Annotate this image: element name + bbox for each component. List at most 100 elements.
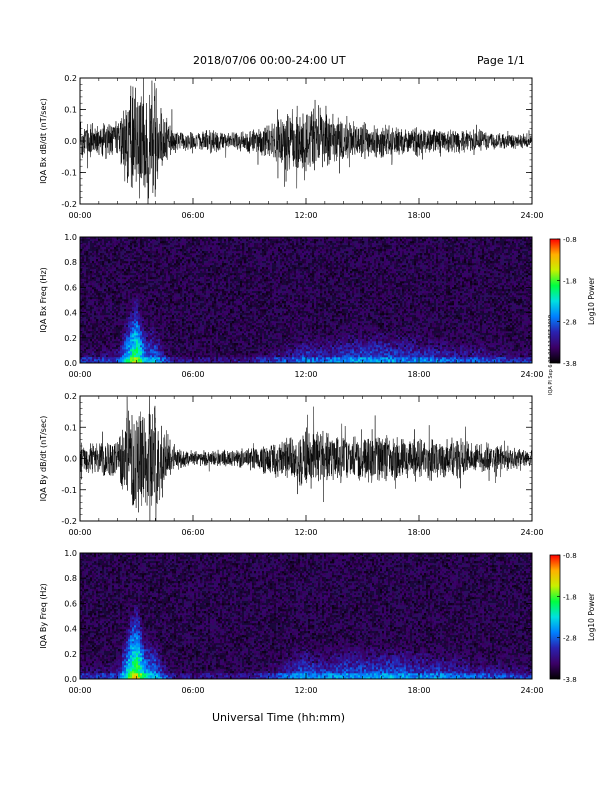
spectrogram-cell [256,259,259,262]
spectrogram-cell [102,361,105,364]
spectrogram-cell [210,345,213,348]
spectrogram-cell [322,327,325,330]
spectrogram-cell [288,361,291,364]
spectrogram-cell [284,293,287,296]
spectrogram-cell [176,285,179,288]
spectrogram-cell [114,239,117,242]
spectrogram-cell [226,343,229,346]
spectrogram-cell [328,269,331,272]
spectrogram-cell [292,271,295,274]
spectrogram-cell [232,257,235,260]
spectrogram-cell [288,327,291,330]
spectrogram-cell [128,313,131,316]
spectrogram-cell [278,293,281,296]
spectrogram-cell [234,357,237,360]
spectrogram-cell [224,301,227,304]
spectrogram-cell [242,333,245,336]
spectrogram-cell [170,259,173,262]
spectrogram-cell [132,293,135,296]
spectrogram-cell [116,361,119,364]
spectrogram-cell [220,237,223,240]
spectrogram-cell [82,315,85,318]
spectrogram-cell [174,273,177,276]
spectrogram-cell [122,333,125,336]
spectrogram-cell [274,351,277,354]
spectrogram-cell [102,277,105,280]
spectrogram-cell [244,261,247,264]
spectrogram-cell [140,359,143,362]
spectrogram-cell [240,285,243,288]
spectrogram-cell [164,325,167,328]
spectrogram-cell [224,277,227,280]
spectrogram-cell [298,331,301,334]
spectrogram-cell [192,269,195,272]
spectrogram-cell [292,279,295,282]
spectrogram-cell [82,357,85,360]
spectrogram-cell [294,279,297,282]
spectrogram-cell [288,239,291,242]
spectrogram-cell [290,355,293,358]
spectrogram-cell [244,307,247,310]
spectrogram-cell [140,345,143,348]
spectrogram-cell [308,253,311,256]
spectrogram-cell [230,265,233,268]
spectrogram-cell [136,351,139,354]
spectrogram-cell [300,253,303,256]
spectrogram-cell [250,253,253,256]
spectrogram-cell [252,277,255,280]
spectrogram-cell [210,361,213,364]
spectrogram-cell [330,293,333,296]
spectrogram-cell [124,343,127,346]
spectrogram-cell [110,357,113,360]
spectrogram-cell [298,321,301,324]
spectrogram-cell [158,259,161,262]
spectrogram-cell [242,305,245,308]
spectrogram-cell [280,323,283,326]
spectrogram-cell [256,237,259,240]
spectrogram-cell [216,259,219,262]
spectrogram-cell [228,355,231,358]
spectrogram-cell [236,331,239,334]
spectrogram-cell [318,247,321,250]
spectrogram-cell [240,331,243,334]
spectrogram-cell [138,333,141,336]
spectrogram-cell [300,241,303,244]
spectrogram-cell [330,275,333,278]
spectrogram-cell [92,347,95,350]
spectrogram-cell [134,343,137,346]
spectrogram-cell [258,259,261,262]
spectrogram-cell [232,357,235,360]
spectrogram-cell [212,237,215,240]
spectrogram-cell [112,285,115,288]
spectrogram-cell [202,357,205,360]
spectrogram-cell [126,353,129,356]
spectrogram-cell [208,315,211,318]
spectrogram-cell [160,269,163,272]
spectrogram-cell [92,357,95,360]
spectrogram-cell [188,279,191,282]
spectrogram-cell [252,359,255,362]
spectrogram-cell [182,333,185,336]
spectrogram-cell [156,323,159,326]
spectrogram-cell [240,283,243,286]
spectrogram-cell [234,277,237,280]
spectrogram-cell [118,241,121,244]
spectrogram-cell [92,323,95,326]
spectrogram-cell [124,283,127,286]
spectrogram-cell [292,297,295,300]
spectrogram-cell [196,321,199,324]
spectrogram-cell [178,297,181,300]
spectrogram-cell [330,355,333,358]
spectrogram-cell [112,237,115,240]
spectrogram-cell [272,301,275,304]
spectrogram-cell [96,251,99,254]
spectrogram-cell [316,253,319,256]
spectrogram-cell [160,247,163,250]
spectrogram-cell [288,319,291,322]
spectrogram-cell [222,245,225,248]
spectrogram-cell [122,263,125,266]
spectrogram-cell [268,361,271,364]
spectrogram-cell [194,343,197,346]
spectrogram-cell [310,237,313,240]
spectrogram-cell [232,335,235,338]
